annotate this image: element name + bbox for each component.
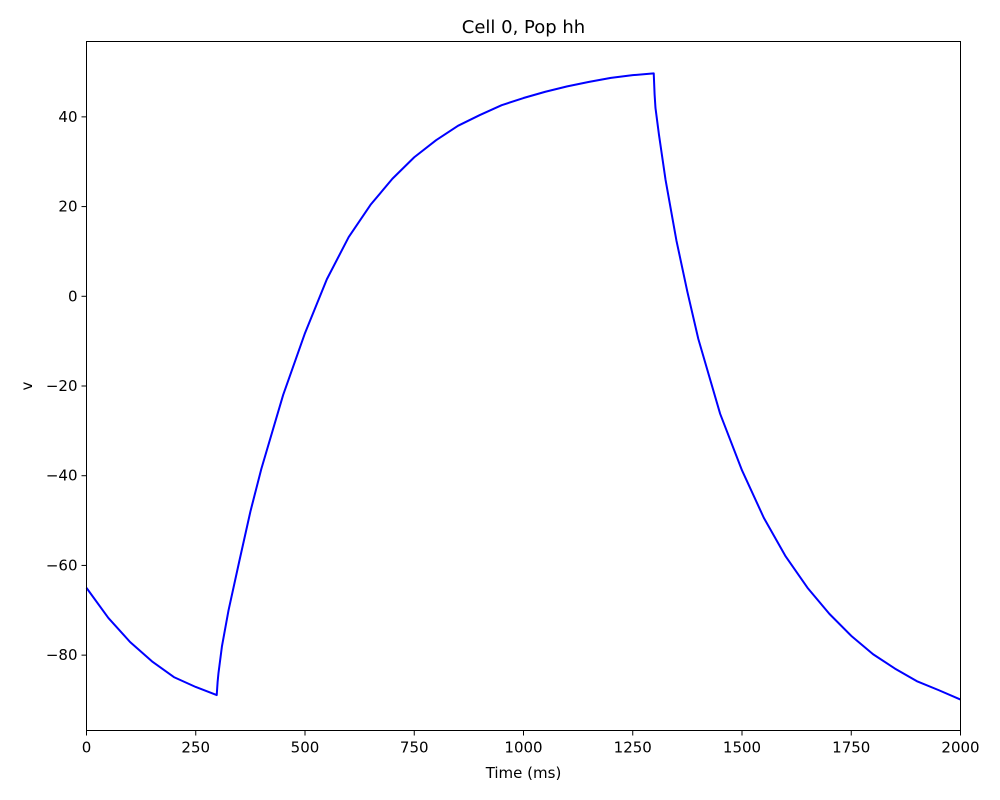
y-tick-label: −60 [46,556,78,574]
x-axis: 0 250 500 750 1000 1250 1500 1750 2000 [82,730,980,757]
y-tick-label: 20 [58,198,77,216]
y-tick-label: 0 [68,287,78,305]
y-tick-label: −80 [46,646,78,664]
x-tick-label: 500 [291,739,320,757]
x-tick-label: 0 [82,739,92,757]
x-tick-label: 2000 [941,739,979,757]
series-line-0 [85,72,961,701]
x-tick-label: 250 [181,739,210,757]
x-tick-label: 1000 [504,739,542,757]
y-tick-label: 40 [58,108,77,126]
y-tick-label: −20 [46,377,78,395]
y-tick-label: −40 [46,467,78,485]
x-tick-label: 1500 [723,739,761,757]
x-tick-label: 1750 [832,739,870,757]
x-tick-label: 750 [400,739,429,757]
x-tick-label: 1250 [614,739,652,757]
chart-title: Cell 0, Pop hh [462,17,585,38]
plot-area [85,72,961,701]
y-axis-label: v [18,381,36,390]
y-axis: −80 −60 −40 −20 0 20 40 [46,108,87,664]
x-axis-label: Time (ms) [485,764,562,782]
plot-frame [86,41,961,731]
